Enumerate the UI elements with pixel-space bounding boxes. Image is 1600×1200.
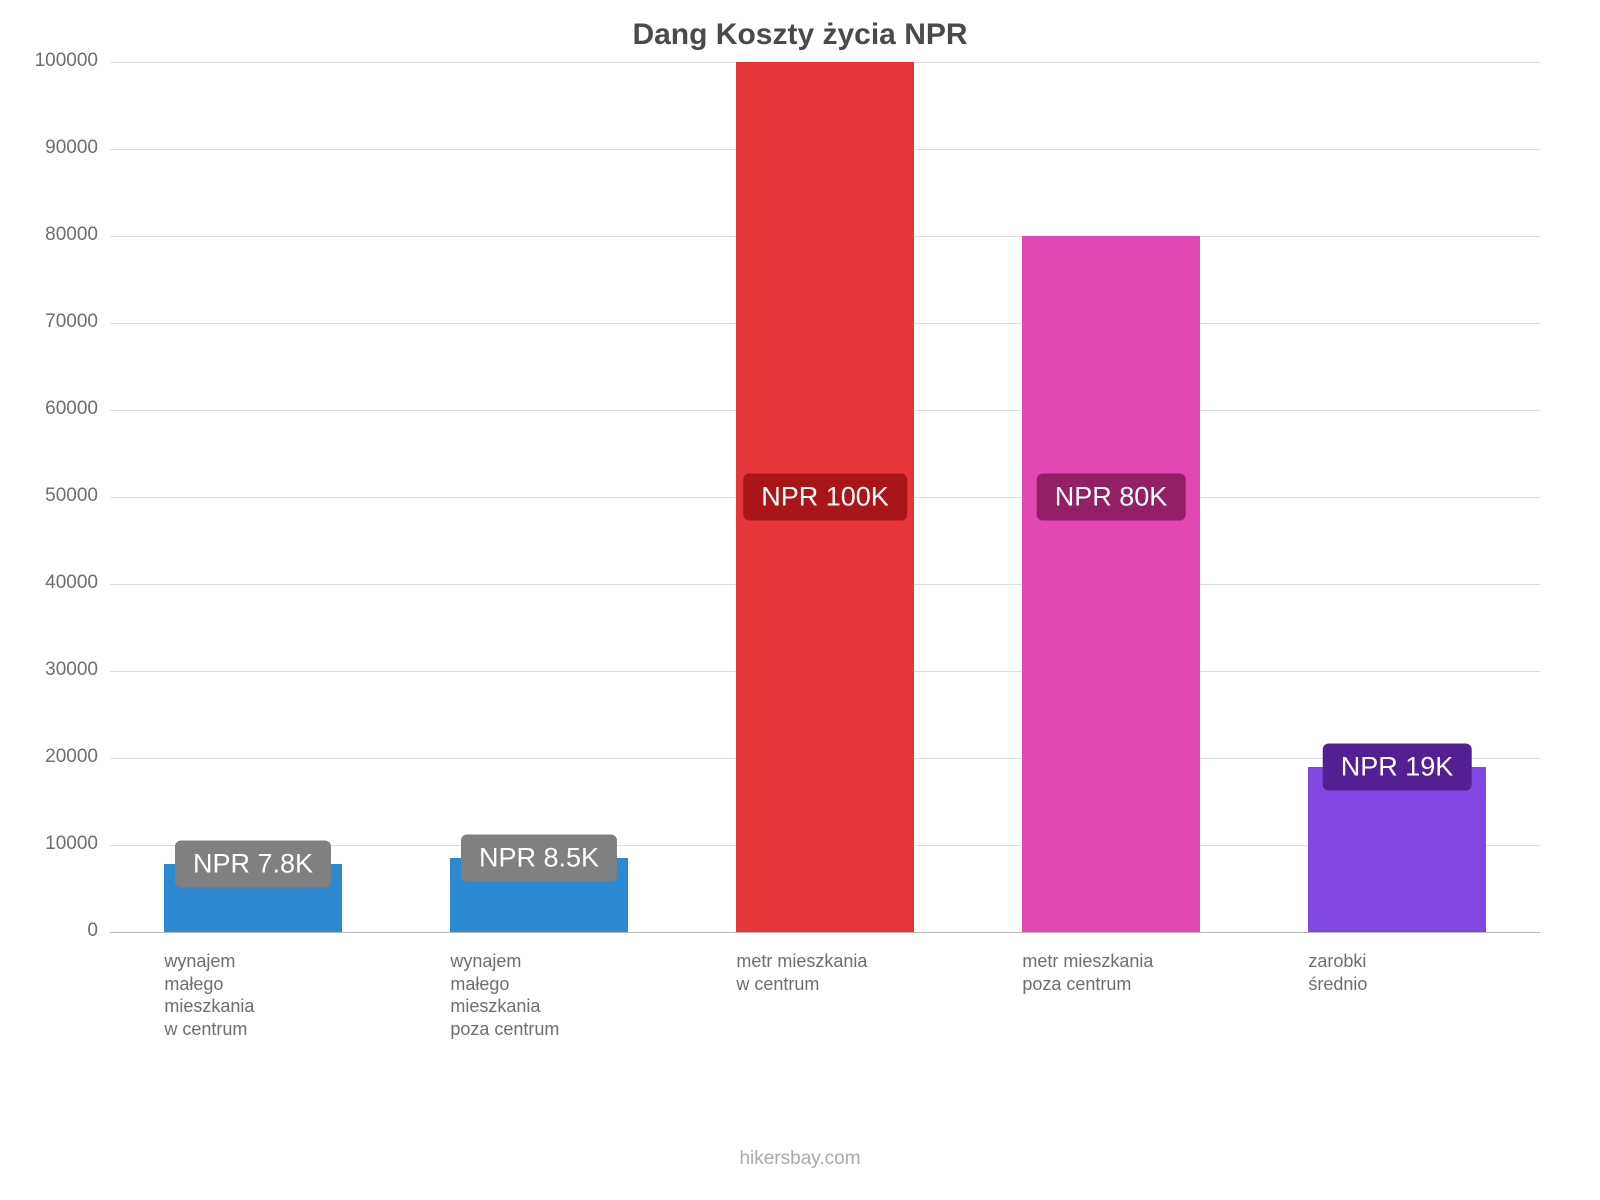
value-badge: NPR 80K: [1037, 474, 1186, 521]
y-tick-label: 100000: [0, 50, 98, 72]
value-badge: NPR 7.8K: [175, 841, 331, 888]
y-tick-label: 40000: [0, 572, 98, 594]
y-tick-label: 60000: [0, 398, 98, 420]
y-tick-label: 0: [0, 920, 98, 942]
y-tick-label: 70000: [0, 311, 98, 333]
credit-label: hikersbay.com: [0, 1148, 1600, 1170]
chart-container: Dang Koszty życia NPR 010000200003000040…: [0, 0, 1600, 1200]
y-tick-label: 80000: [0, 224, 98, 246]
y-tick-label: 50000: [0, 485, 98, 507]
gridline: [110, 932, 1540, 933]
y-tick-label: 20000: [0, 746, 98, 768]
bar: [1308, 767, 1485, 932]
bar: [1022, 236, 1199, 932]
chart-title: Dang Koszty życia NPR: [0, 18, 1600, 52]
y-tick-label: 90000: [0, 137, 98, 159]
value-badge: NPR 19K: [1323, 743, 1472, 790]
x-category-label: wynajemmałegomieszkaniaw centrum: [164, 950, 341, 1040]
x-category-label: zarobkiśrednio: [1308, 950, 1485, 995]
y-tick-label: 10000: [0, 833, 98, 855]
x-category-label: metr mieszkaniapoza centrum: [1022, 950, 1199, 995]
x-category-label: wynajemmałegomieszkaniapoza centrum: [450, 950, 627, 1040]
x-category-label: metr mieszkaniaw centrum: [736, 950, 913, 995]
value-badge: NPR 8.5K: [461, 835, 617, 882]
y-tick-label: 30000: [0, 659, 98, 681]
plot-area: 0100002000030000400005000060000700008000…: [110, 62, 1540, 932]
value-badge: NPR 100K: [743, 474, 907, 521]
